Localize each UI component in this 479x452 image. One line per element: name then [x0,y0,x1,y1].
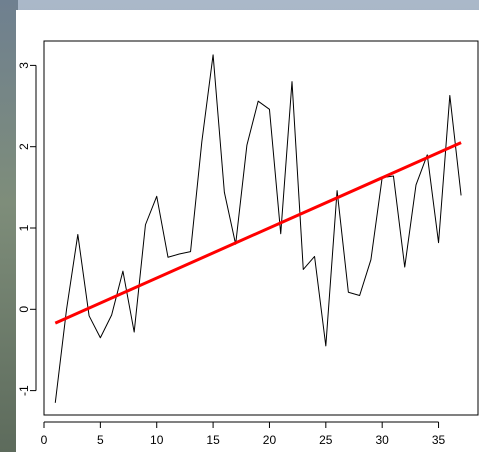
x-tick-label: 30 [376,433,390,447]
x-tick-label: 15 [206,433,220,447]
series-layer [54,54,462,403]
x-axis: 0 5 10 15 20 25 30 35 [41,421,446,447]
y-tick-label: 3 [17,62,31,69]
x-tick-label: 0 [41,433,48,447]
y-tick-label: 1 [17,224,31,231]
x-tick-label: 35 [432,433,446,447]
x-tick-label: 25 [319,433,333,447]
line-chart: 0 5 10 15 20 25 30 35 -1 0 1 2 3 [17,40,479,447]
background-edge-strip [0,0,18,452]
y-tick-label: 2 [17,143,31,150]
data-series-line [54,54,462,403]
x-tick-label: 10 [150,433,164,447]
x-tick-label: 5 [97,433,104,447]
x-tick-label: 20 [263,433,277,447]
y-axis: -1 0 1 2 3 [17,62,37,396]
plot-box [43,40,479,416]
trend-line [54,141,462,325]
y-tick-label: -1 [17,385,31,396]
plot-window-canvas [16,10,479,452]
y-tick-label: 0 [17,306,31,313]
